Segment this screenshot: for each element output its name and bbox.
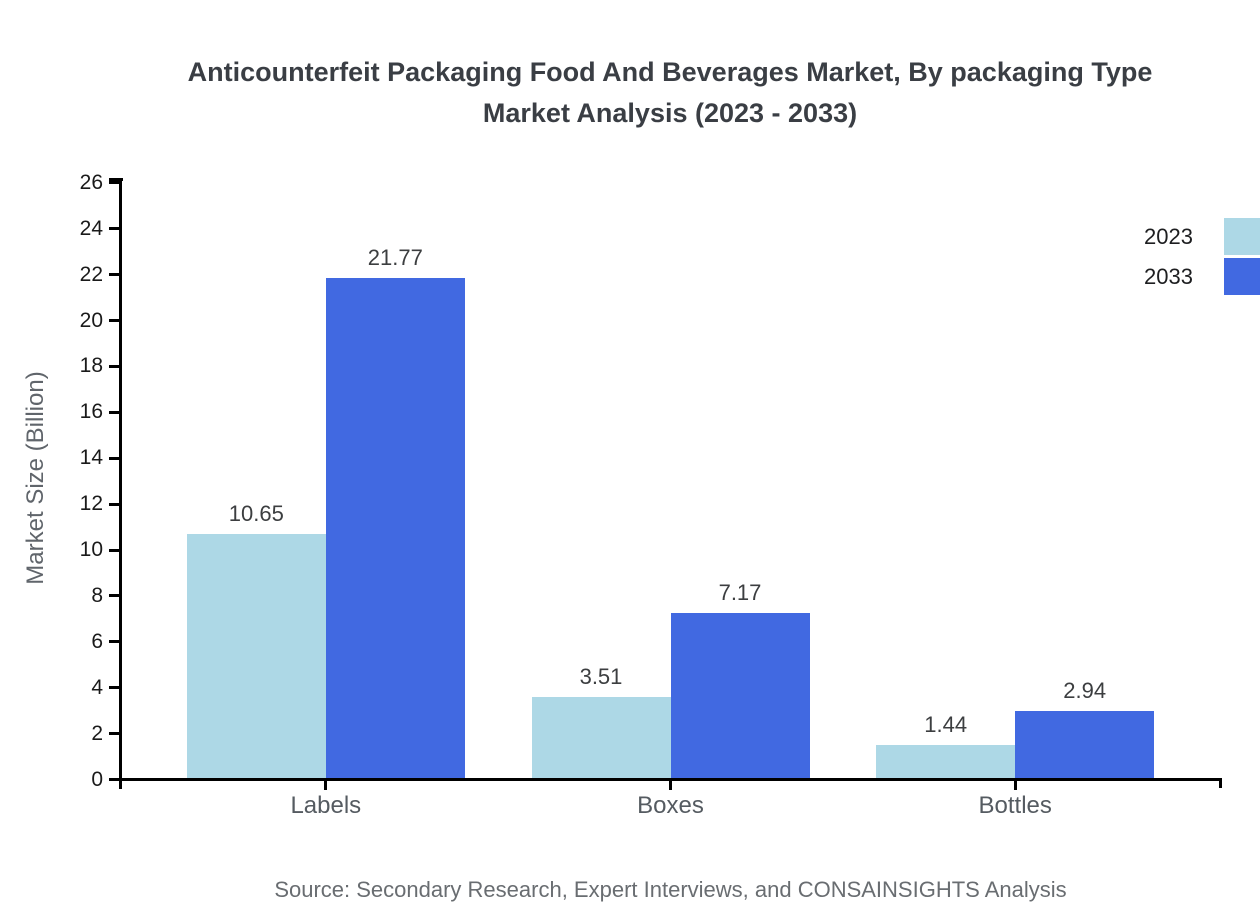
y-tick-label: 8: [91, 583, 103, 607]
x-tick-mark: [324, 781, 328, 790]
x-category-label: Bottles: [978, 792, 1052, 819]
bar-value-label: 3.51: [579, 664, 623, 689]
bar-2033-boxes: [670, 613, 810, 779]
y-tick-mark: [109, 273, 119, 277]
bar-value-label: 21.77: [367, 245, 423, 270]
bar-2023-boxes: [531, 697, 671, 779]
x-axis-right-cap: [1219, 778, 1222, 788]
x-tick-mark: [1013, 781, 1017, 790]
y-tick-mark: [109, 640, 119, 644]
y-tick-mark: [109, 502, 119, 506]
y-tick-mark: [109, 364, 119, 368]
y-tick-mark: [109, 227, 119, 231]
y-tick-label: 18: [79, 354, 103, 378]
bar-value-label: 1.44: [924, 712, 968, 737]
y-tick-mark: [109, 778, 119, 781]
legend-swatch: [1224, 258, 1260, 295]
y-tick-label: 26: [79, 170, 103, 194]
y-tick-label: 10: [79, 538, 103, 561]
y-tick-label: 20: [79, 308, 103, 332]
legend-swatch: [1224, 218, 1260, 255]
bar-2023-labels: [186, 534, 326, 779]
x-category-label: Boxes: [637, 792, 704, 819]
bar-2023-bottles: [876, 745, 1016, 779]
legend: 2023 2033: [1144, 218, 1260, 295]
y-tick-mark: [109, 319, 119, 322]
legend-item-2023: 2023: [1144, 218, 1260, 255]
chart-title-line1: Anticounterfeit Packaging Food And Bever…: [187, 57, 1153, 87]
legend-item-2033: 2033: [1144, 258, 1260, 295]
y-tick-mark: [109, 410, 119, 414]
y-tick-label: 24: [79, 216, 103, 240]
bar-2033-labels: [325, 278, 465, 779]
y-tick-mark: [109, 732, 119, 736]
x-axis-line: [110, 778, 1222, 781]
y-axis-top-cap: [109, 178, 123, 181]
y-tick-label: 0: [91, 767, 103, 791]
y-axis-line: [119, 178, 122, 789]
plot-area: 0 2 4 6 8 10 12 14 16 18 20 22 24 26 10.65 21.77 3.51 7.…: [80, 171, 1222, 819]
y-tick-label: 14: [79, 446, 103, 470]
y-tick-mark: [109, 456, 119, 460]
bar-value-label: 10.65: [228, 501, 284, 526]
y-axis-title: Market Size (Billion): [22, 371, 49, 585]
y-tick-mark: [109, 548, 119, 552]
legend-label: 2023: [1144, 223, 1193, 249]
source-note: Source: Secondary Research, Expert Inter…: [274, 877, 1067, 902]
y-tick-label: 6: [91, 629, 103, 653]
y-tick-label: 22: [79, 262, 103, 286]
bar-value-label: 7.17: [718, 580, 762, 605]
chart-title: Anticounterfeit Packaging Food And Bever…: [40, 52, 1260, 134]
bar-2033-bottles: [1015, 711, 1155, 779]
y-tick-label: 16: [79, 400, 103, 424]
y-tick-mark: [109, 686, 119, 690]
y-tick-label: 12: [79, 492, 103, 516]
x-category-label: Labels: [290, 792, 362, 819]
y-tick-mark: [109, 594, 119, 598]
y-tick-mark: [109, 181, 119, 185]
chart-title-line2: Market Analysis (2023 - 2033): [482, 98, 858, 128]
legend-label: 2033: [1144, 263, 1193, 289]
bar-value-label: 2.94: [1063, 678, 1107, 703]
y-tick-label: 4: [91, 675, 103, 699]
x-tick-mark: [669, 781, 672, 790]
y-tick-label: 2: [91, 721, 103, 745]
